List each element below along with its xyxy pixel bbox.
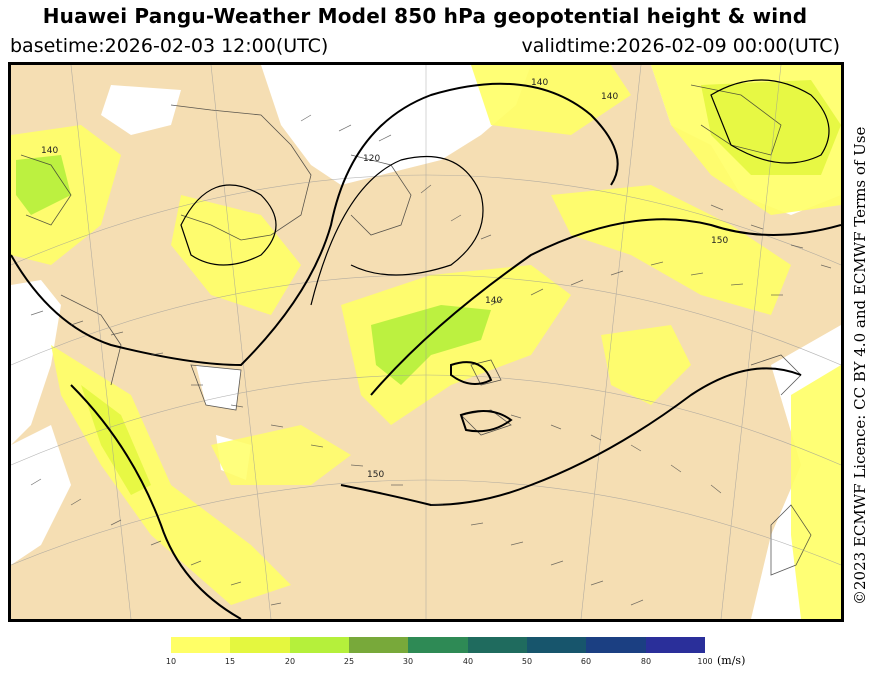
- wind-speed-shading: [11, 65, 841, 619]
- colorbar-tick: 25: [343, 657, 355, 666]
- contour-label: 140: [531, 78, 548, 88]
- colorbar-segment: [348, 637, 409, 653]
- colorbar-segment: [408, 637, 468, 653]
- colorbar-segment: [645, 637, 705, 653]
- colorbar-segment: [526, 637, 587, 653]
- colorbar-segment: [467, 637, 527, 653]
- contour-label: 140: [601, 92, 618, 102]
- colorbar-tick: 10: [165, 657, 177, 666]
- wind-arrows: [30, 114, 832, 606]
- colorbar-segment: [171, 637, 231, 653]
- licence-text: ©2023 ECMWF Licence: CC BY 4.0 and ECMWF…: [851, 126, 869, 605]
- colorbar-tick: 80: [640, 657, 652, 666]
- coastlines: [20, 84, 812, 576]
- colorbar-tick: 60: [580, 657, 592, 666]
- contour-labels: 140 120 140 140 150 150 140: [41, 78, 728, 480]
- contour-label: 140: [41, 146, 58, 156]
- contour-label: 150: [711, 236, 728, 246]
- contour-label: 120: [363, 154, 380, 164]
- colorbar-tick: 100: [697, 657, 713, 666]
- validtime-label: validtime:2026-02-09 00:00(UTC): [521, 35, 840, 57]
- map-svg: 140 120 140 140 150 150 140: [11, 65, 841, 619]
- basetime-label: basetime:2026-02-03 12:00(UTC): [10, 35, 329, 57]
- colorbar-tick: 20: [284, 657, 296, 666]
- geopotential-contours: [11, 79, 841, 619]
- colorbar-segment: [586, 637, 646, 653]
- map-panel: 140 120 140 140 150 150 140: [8, 62, 844, 622]
- contour-label: 140: [485, 296, 502, 306]
- colorbar-segment: [289, 637, 349, 653]
- colorbar-unit: (m/s): [717, 654, 746, 667]
- colorbar-tick: 50: [521, 657, 533, 666]
- contour-label: 150: [367, 470, 384, 480]
- graticule: [11, 65, 841, 619]
- colorbar-tick: 15: [224, 657, 236, 666]
- colorbar-tick: 30: [402, 657, 414, 666]
- colorbar-segment: [230, 637, 290, 653]
- wind-speed-colorbar: [171, 637, 705, 653]
- colorbar-tick: 40: [462, 657, 474, 666]
- chart-title: Huawei Pangu-Weather Model 850 hPa geopo…: [42, 4, 808, 28]
